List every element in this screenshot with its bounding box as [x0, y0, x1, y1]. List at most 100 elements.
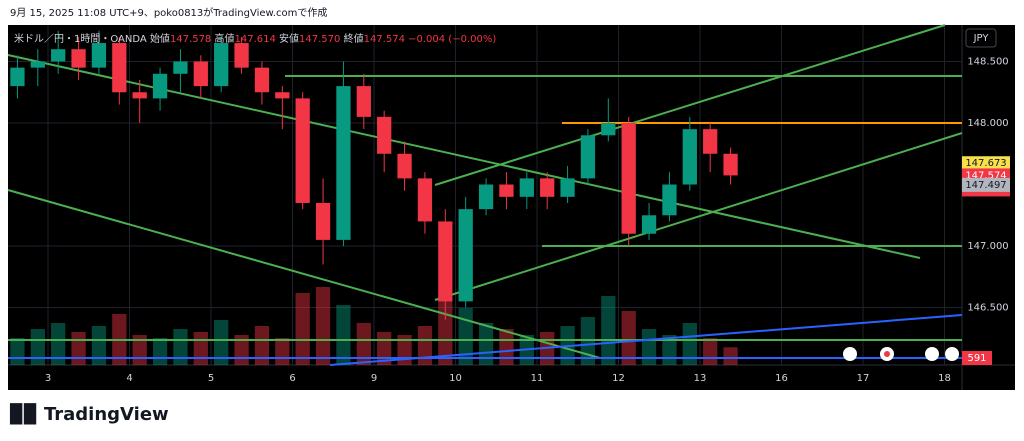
volume-bar — [152, 338, 168, 365]
currency-button[interactable] — [965, 28, 997, 48]
candle-body — [30, 61, 45, 68]
volume-bar — [51, 323, 66, 365]
candle-body — [580, 135, 596, 179]
candle-body — [254, 67, 270, 93]
candle-body — [540, 178, 555, 197]
volume-bar — [458, 308, 473, 365]
candle-body — [173, 61, 188, 74]
volume-bar — [275, 338, 290, 365]
event-icons — [843, 347, 959, 361]
x-tick-label: 13 — [694, 373, 707, 384]
volume-bar — [295, 293, 310, 365]
x-tick-label: 10 — [449, 373, 462, 384]
y-tick-label: 148.500 — [967, 56, 1008, 67]
candle-body — [336, 86, 351, 240]
volume-bar — [478, 323, 494, 365]
volume-marker — [962, 351, 992, 365]
event-icon[interactable] — [945, 347, 959, 361]
y-tick-label: 147.000 — [967, 241, 1008, 252]
event-icon[interactable] — [925, 347, 939, 361]
price-marker-label: 147.497 — [965, 180, 1006, 191]
volume-bar — [254, 326, 270, 365]
volume-bar — [336, 305, 351, 365]
candle-body — [703, 129, 718, 154]
volume-bar — [315, 287, 331, 365]
volume-bar — [173, 329, 188, 365]
x-tick-label: 17 — [857, 373, 870, 384]
candle-body — [71, 49, 86, 68]
chart-bg — [8, 25, 1015, 390]
candle-body — [682, 129, 697, 185]
y-tick-label: 146.500 — [967, 303, 1008, 314]
candle-body — [478, 184, 494, 210]
volume-bar — [641, 329, 657, 365]
candle-body — [458, 209, 473, 302]
candle-body — [132, 92, 147, 99]
value: 147.578 — [169, 34, 212, 45]
price-marker-label: 147.673 — [965, 158, 1006, 169]
candle-body — [295, 98, 310, 203]
legend: 米ドル／円・1時間・OANDA 始値147.578 高値147.614 安値14… — [14, 30, 496, 45]
volume-bar — [601, 296, 616, 365]
price-marker — [962, 177, 1010, 192]
currency-label: JPY — [973, 33, 990, 44]
value: 147.570 — [299, 34, 341, 45]
candle-body — [112, 43, 127, 93]
volume-bar — [499, 329, 514, 365]
volume-bar — [682, 323, 697, 365]
x-tick-label: 12 — [612, 373, 625, 384]
label: 安値 — [279, 34, 300, 45]
candle-body — [51, 49, 66, 62]
candle-body — [152, 73, 168, 99]
event-icon — [884, 351, 890, 357]
trend-line — [434, 132, 963, 301]
candle-body — [193, 61, 208, 87]
label: 終値 — [343, 34, 364, 45]
candle-body — [499, 184, 514, 197]
candle-body — [662, 184, 677, 216]
candle-body — [315, 202, 331, 240]
x-tick-label: 6 — [289, 373, 295, 384]
candle-body — [621, 123, 636, 234]
volume-bar — [193, 332, 208, 365]
symbol: 米ドル／円・1時間・OANDA — [14, 34, 147, 45]
candle-body — [519, 178, 534, 197]
candle-body — [417, 178, 433, 222]
candle-body — [10, 67, 25, 87]
header: 9月 15, 2025 11:08 UTC+9、poko0813がTrading… — [10, 8, 328, 19]
x-tick-label: 4 — [126, 373, 132, 384]
candle-body — [91, 43, 107, 68]
price-marker-label: 147.574 — [965, 170, 1006, 181]
candle-body — [438, 221, 453, 302]
value: 147.614 — [234, 34, 276, 45]
label: 高値 — [214, 34, 235, 45]
candle-body — [560, 178, 575, 197]
volume-bar — [621, 311, 636, 365]
change: −0.004 (−0.00%) — [408, 34, 497, 45]
x-tick-label: 11 — [531, 373, 544, 384]
x-tick-label: 18 — [938, 373, 951, 384]
volume-bar — [91, 326, 107, 365]
candle-body — [641, 215, 657, 234]
volume-bar — [417, 326, 433, 365]
event-icon[interactable] — [843, 347, 857, 361]
candle-body — [234, 43, 249, 68]
volume-bar — [214, 320, 229, 365]
value: 147.574 — [363, 34, 405, 45]
y-tick-label: 148.000 — [967, 118, 1008, 129]
volume-bar — [703, 338, 718, 365]
x-tick-label: 16 — [775, 373, 788, 384]
volume-bar — [30, 329, 45, 365]
volume-marker-label: 591 — [967, 353, 986, 364]
trend-line — [7, 189, 601, 359]
volume-bar — [71, 332, 86, 365]
label: 始値 — [149, 34, 170, 45]
price-marker — [962, 156, 1010, 171]
volume-bar — [723, 347, 738, 365]
candle-body — [356, 86, 371, 117]
volume-bar — [356, 323, 371, 365]
candle-body — [397, 153, 412, 179]
candle-body — [377, 116, 392, 154]
